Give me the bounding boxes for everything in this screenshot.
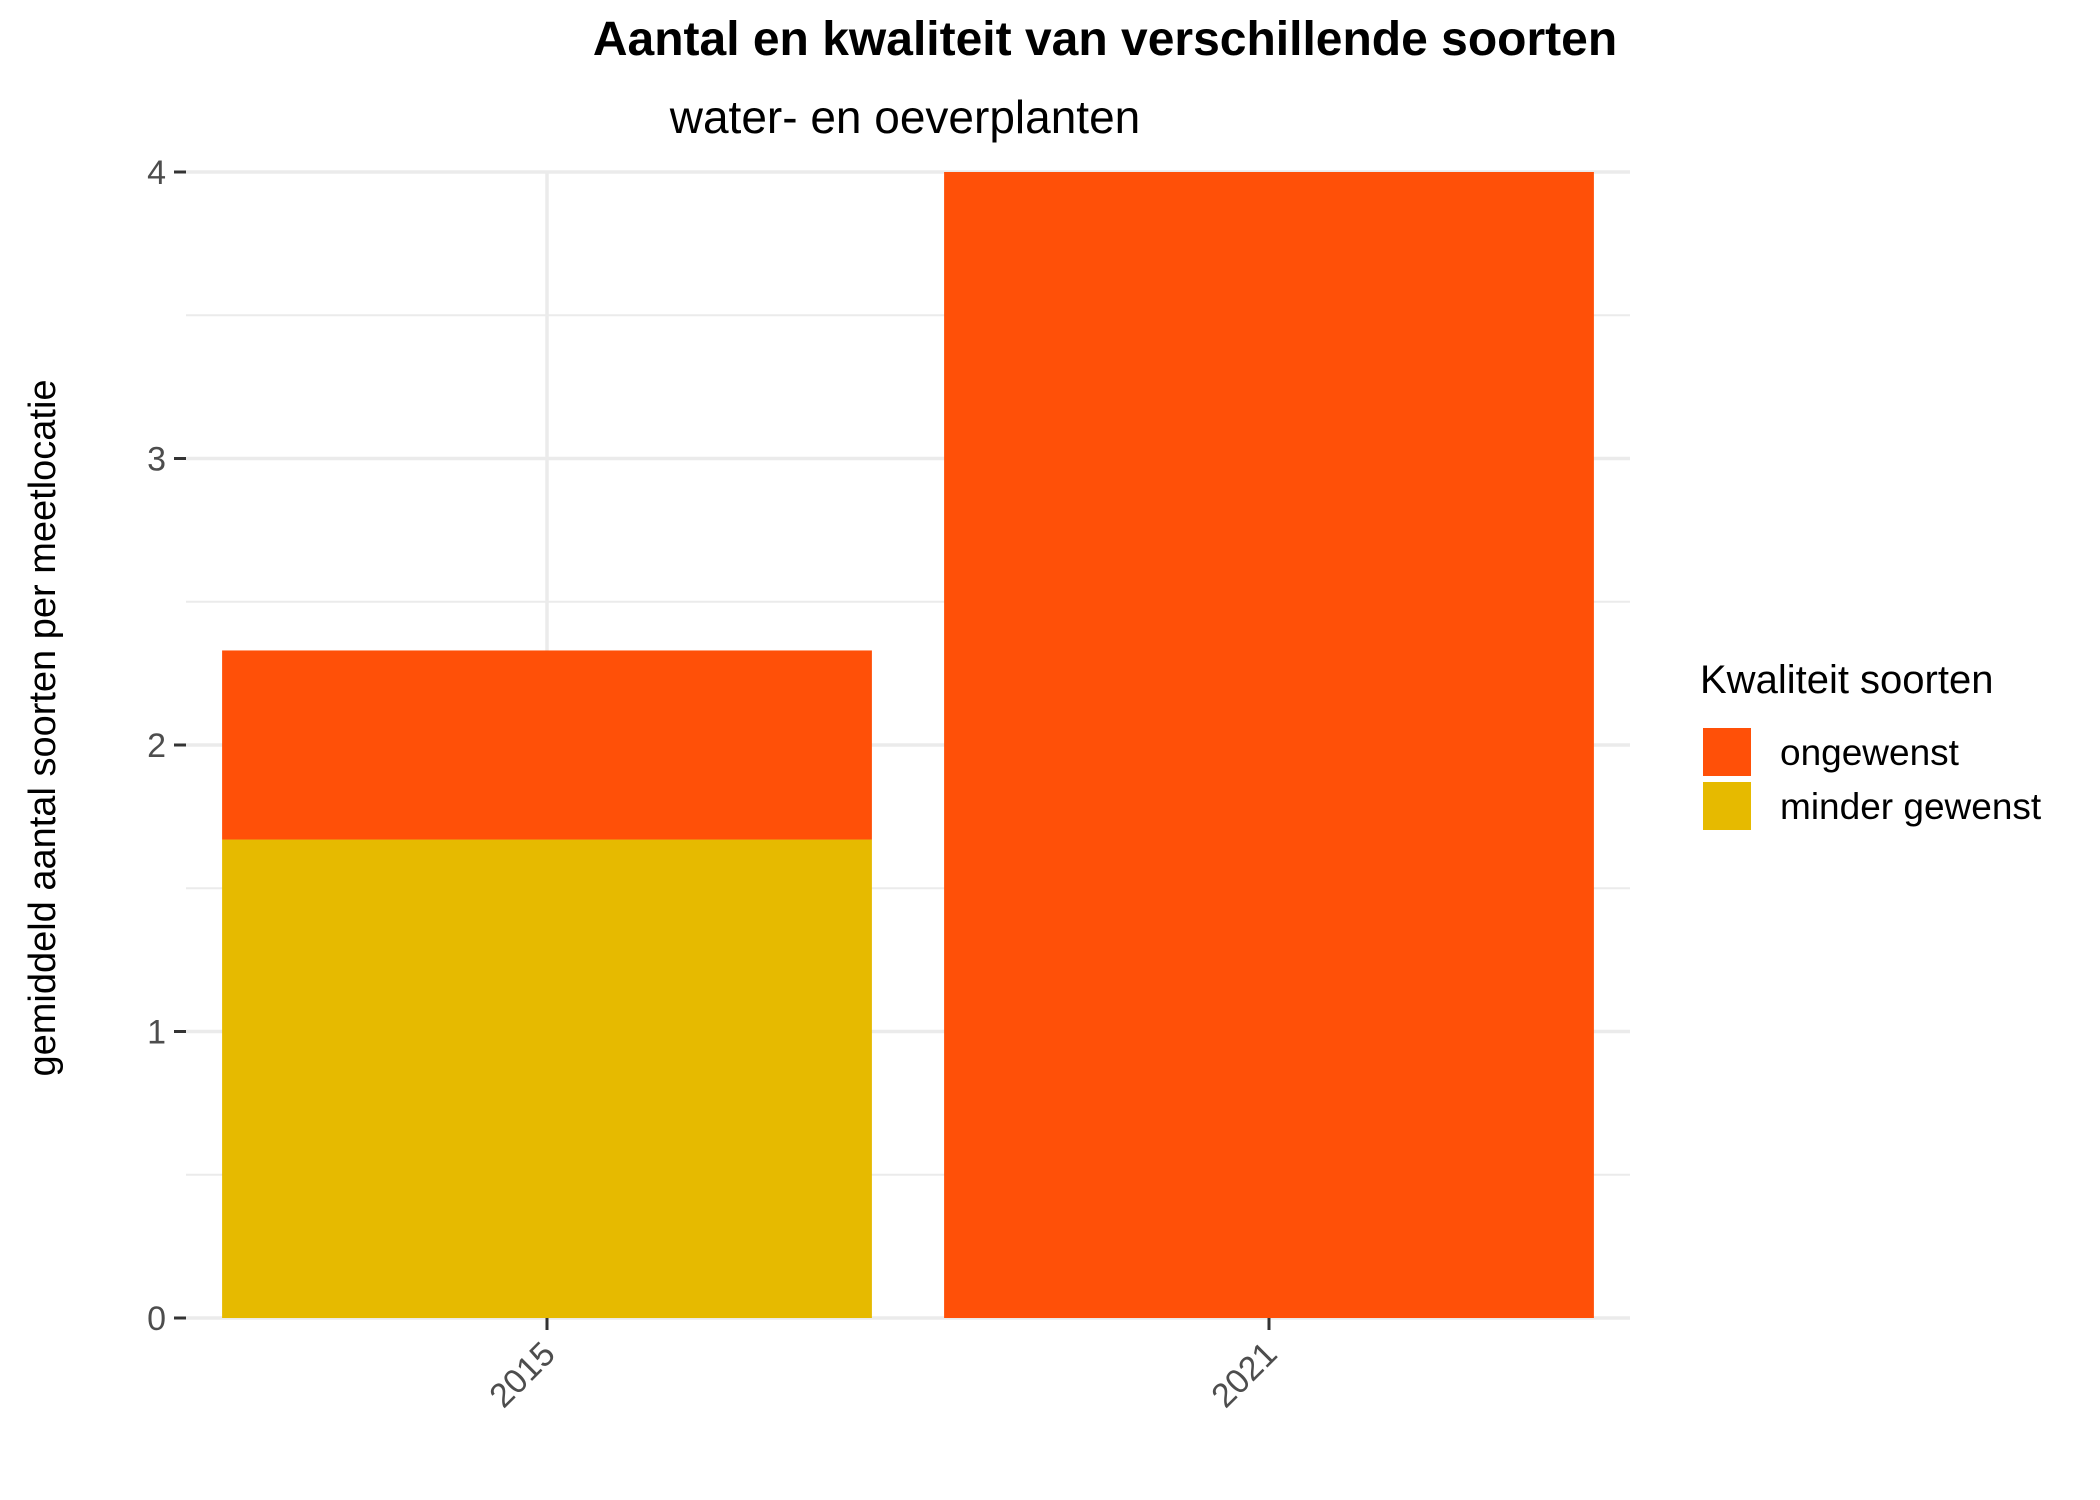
y-tick-label: 2 [147, 727, 166, 765]
bars [222, 172, 1594, 1318]
x-tick-label: 2021 [1204, 1335, 1284, 1415]
bar-2015-ongewenst [222, 650, 872, 840]
legend-label: ongewenst [1780, 732, 1960, 773]
chart-title: Aantal en kwaliteit van verschillende so… [593, 13, 1617, 66]
y-tick-label: 4 [147, 154, 166, 192]
y-tick-label: 1 [147, 1014, 166, 1052]
legend[interactable]: Kwaliteit soorten ongewenst minder gewens… [1700, 658, 2042, 830]
y-axis-title: gemiddeld aantal soorten per meetlocatie [22, 379, 64, 1076]
legend-swatch [1703, 728, 1751, 776]
chart-subtitle: water- en oeverplanten [669, 91, 1141, 143]
y-axis: 0 1 2 3 4 [147, 154, 186, 1338]
legend-title: Kwaliteit soorten [1700, 658, 1993, 702]
x-axis: 2015 2021 [482, 1318, 1285, 1415]
x-tick-label: 2015 [482, 1335, 562, 1415]
y-tick-label: 3 [147, 441, 166, 479]
y-tick-label: 0 [147, 1300, 166, 1338]
legend-swatch [1703, 782, 1751, 830]
bar-2015-minder-gewenst [222, 839, 872, 1318]
legend-label: minder gewenst [1780, 786, 2042, 827]
bar-2021-ongewenst [944, 172, 1594, 1318]
